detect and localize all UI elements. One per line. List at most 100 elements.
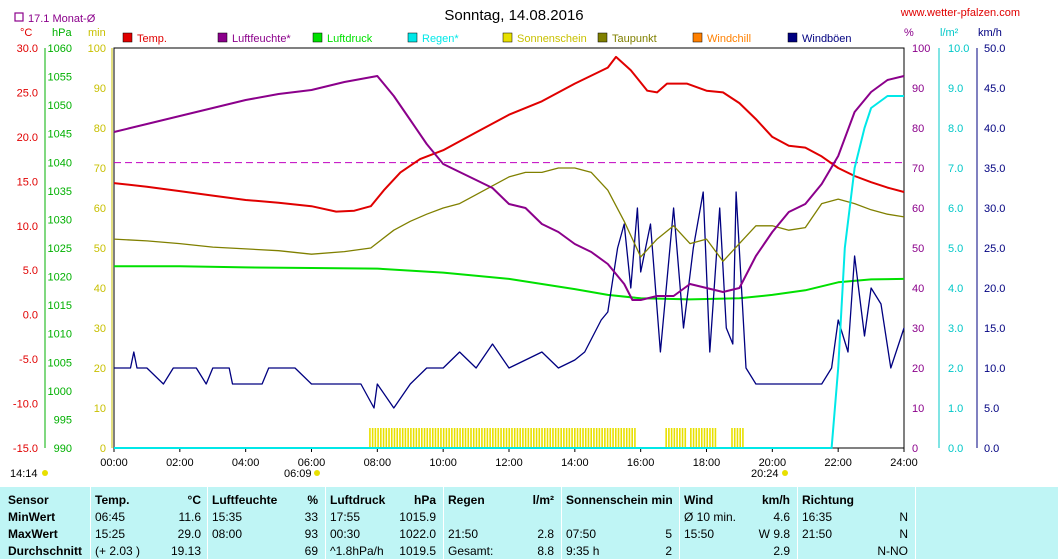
pressure-tick-label: 1000 [48,386,72,398]
sunshine-bar [557,428,560,448]
x-tick-label: 22:00 [824,457,852,469]
sunshine-bar [500,428,502,448]
series-luftdruck [114,265,905,301]
sunshine-bar [459,428,461,448]
column-divider [207,487,208,559]
stats-unit: °C [187,493,201,507]
humidity-tick-label: 100 [912,43,930,55]
sunshine-bar [731,428,733,448]
sunshine-bar [609,428,612,448]
rain-tick-label: 3.0 [948,323,963,335]
sunshine-bar [442,428,445,448]
wind-tick-label: 35.0 [984,163,1005,175]
sunshine-bar [703,428,706,448]
sunshine-bar [513,428,516,448]
sunshine-bar [623,428,625,448]
wind-tick-label: 40.0 [984,123,1005,135]
sunshine-bar [374,428,377,448]
sunshine-bar [593,428,595,448]
sunshine-bar [461,428,464,448]
sunshine-bar [445,428,448,448]
sunshine-bar [620,428,623,448]
humidity-tick-label: 50 [912,243,924,255]
sunshine-bar [399,428,401,448]
legend-label: Sonnenschein [517,33,587,45]
month-avg-icon [14,12,24,22]
sunshine-bar [497,428,500,448]
pressure-tick-label: 1030 [48,214,72,226]
sunshine-bar [565,428,568,448]
column-divider [443,487,444,559]
series-luftfeuchte [113,75,905,301]
sunshine-bar [421,428,423,448]
stats-unit: km/h [761,493,790,507]
sun-tick-label: 90 [94,83,106,95]
stats-cell-value: N [899,527,908,541]
sunshine-bar [582,428,584,448]
sun-tick-label: 60 [94,203,106,215]
x-tick-label: 14:00 [561,457,589,469]
stats-unit: hPa [413,493,436,507]
stats-cell-value: 8.8 [537,544,554,558]
series-taupunkt [113,167,905,262]
sunshine-bar [519,428,521,448]
sunshine-bar [614,428,617,448]
sunshine-bar [516,428,519,448]
temp-tick-label: -15.0 [13,443,38,455]
legend-label: Taupunkt [612,33,657,45]
sunshine-bar [742,428,744,448]
sunshine-bar [486,428,489,448]
sunshine-bar [385,428,388,448]
temp-tick-label: 30.0 [17,43,38,55]
sunshine-bar [440,428,442,448]
month-avg-label: 17.1 Monat-Ø [28,13,96,25]
sunshine-bar [668,428,670,448]
temp-tick-label: -5.0 [19,354,38,366]
sunshine-bar [631,428,633,448]
website-label[interactable]: www.wetter-pfalzen.com [900,7,1020,19]
temp-tick-label: 10.0 [17,221,38,233]
legend-swatch [122,32,133,43]
stats-cell-value: 1015.9 [399,510,436,524]
sunshine-bar [527,428,530,448]
stats-unit: l/m² [532,493,554,507]
sunshine-bar [625,428,628,448]
stats-header: Temp. [95,493,130,507]
x-tick-label: 20:00 [759,457,787,469]
sunshine-bar [535,428,538,448]
sun-tick-label: 70 [94,163,106,175]
humidity-tick-label: 90 [912,83,924,95]
pressure-tick-label: 1055 [48,72,72,84]
sunshine-bar [736,428,739,448]
sunshine-bar [612,428,614,448]
wind-tick-label: 20.0 [984,283,1005,295]
sunshine-bar [481,428,483,448]
pressure-tick-label: 1005 [48,357,72,369]
wind-tick-label: 0.0 [984,443,999,455]
sunshine-bar [676,428,678,448]
x-tick-label: 12:00 [495,457,523,469]
series-regen [114,95,904,449]
sunshine-bar [448,428,450,448]
wind-tick-label: 30.0 [984,203,1005,215]
wind-tick-label: 5.0 [984,403,999,415]
sunshine-bar [371,428,374,448]
temp-tick-label: 5.0 [23,265,38,277]
rain-tick-label: 6.0 [948,203,963,215]
sunshine-bar [628,428,631,448]
sunshine-bar [563,428,565,448]
legend-swatch [787,32,798,43]
sunshine-bar [388,428,390,448]
stats-cell-value: 2 [665,544,672,558]
sunshine-bar [634,428,636,448]
legend-label: Windböen [802,33,852,45]
stats-cell-time: 08:00 [212,527,243,541]
temp-unit-label: °C [20,27,32,39]
x-tick-label: 08:00 [364,457,392,469]
sunshine-bar [401,428,404,448]
wind-tick-label: 50.0 [984,43,1005,55]
sun-tick-label: 80 [94,123,106,135]
temp-tick-label: 25.0 [17,87,38,99]
sunshine-bar [390,428,393,448]
sunshine-bar [692,428,695,448]
